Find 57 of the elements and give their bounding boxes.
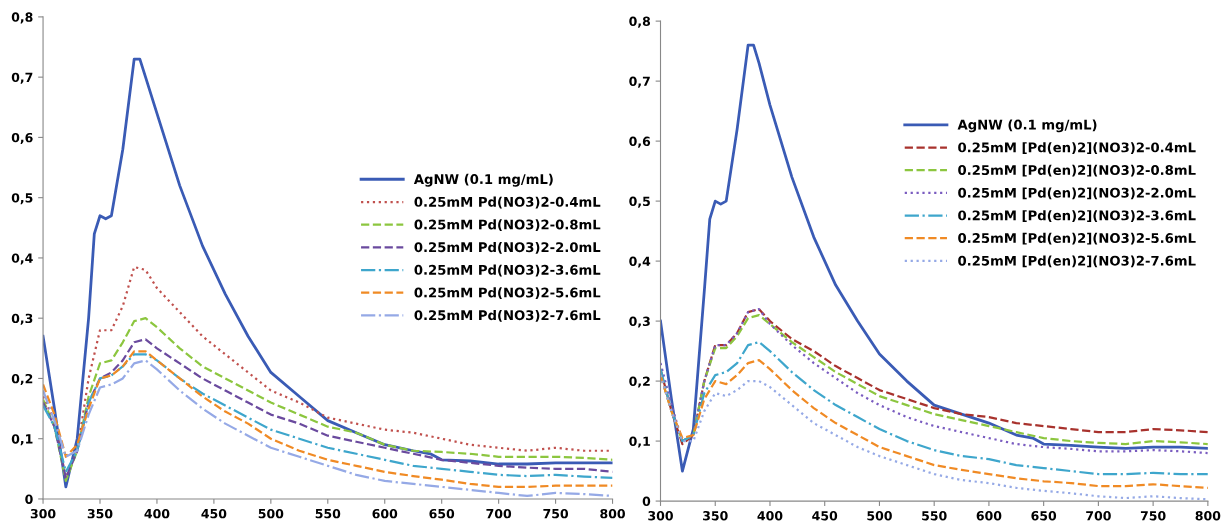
x-tick-label: 550 bbox=[922, 511, 947, 521]
line-series bbox=[660, 43, 1208, 473]
x-tick-label: 400 bbox=[144, 508, 170, 519]
x-tick-label: 700 bbox=[1086, 511, 1111, 521]
y-tick-label: 0,3 bbox=[629, 316, 650, 328]
line-series bbox=[660, 340, 1208, 476]
legend-label: 0.25mM Pd(NO3)2-7.6mL bbox=[414, 309, 601, 322]
x-tick-label: 450 bbox=[201, 508, 227, 519]
x-tick-label: 650 bbox=[1031, 511, 1057, 521]
legend-label: 0.25mM [Pd(en)2](NO3)2-0.8mL bbox=[958, 164, 1196, 177]
y-tick-label: 0,7 bbox=[629, 76, 650, 88]
legend-label: 0.25mM Pd(NO3)2-2.0mL bbox=[414, 241, 601, 254]
x-tick-label: 450 bbox=[812, 511, 838, 521]
y-tick-label: 0,2 bbox=[629, 376, 650, 388]
y-tick-label: 0,7 bbox=[11, 72, 33, 84]
y-tick-label: 0,2 bbox=[11, 373, 33, 385]
y-tick-label: 0,8 bbox=[629, 16, 651, 28]
y-tick-label: 0,3 bbox=[11, 313, 33, 325]
legend-label: 0.25mM [Pd(en)2](NO3)2-3.6mL bbox=[958, 210, 1196, 222]
legend-label: 0.25mM [Pd(en)2](NO3)2-0.4mL bbox=[958, 142, 1196, 154]
legend-label: 0.25mM Pd(NO3)2-0.8mL bbox=[414, 219, 601, 232]
x-tick-label: 350 bbox=[703, 511, 728, 521]
y-tick-label: 0,1 bbox=[11, 434, 33, 446]
legend-label: 0.25mM Pd(NO3)2-5.6mL bbox=[414, 287, 601, 300]
x-tick-label: 800 bbox=[600, 508, 625, 519]
legend-label: AgNW (0.1 mg/mL) bbox=[957, 119, 1097, 133]
x-tick-label: 300 bbox=[648, 511, 673, 521]
x-tick-label: 350 bbox=[87, 508, 113, 519]
y-tick-label: 0,1 bbox=[629, 436, 650, 448]
x-tick-label: 700 bbox=[486, 508, 512, 519]
x-tick-label: 550 bbox=[315, 508, 341, 519]
y-tick-label: 0,4 bbox=[629, 256, 651, 268]
y-tick-label: 0,5 bbox=[11, 193, 33, 205]
y-tick-label: 0,6 bbox=[11, 132, 33, 144]
x-tick-label: 600 bbox=[372, 508, 398, 519]
legend-label: 0.25mM [Pd(en)2](NO3)2-5.6mL bbox=[958, 232, 1196, 245]
y-tick-label: 0 bbox=[642, 496, 651, 506]
x-tick-label: 750 bbox=[1140, 511, 1166, 521]
x-tick-label: 750 bbox=[543, 508, 569, 519]
x-tick-label: 600 bbox=[976, 511, 1002, 521]
legend-label: 0.25mM [Pd(en)2](NO3)2-7.6mL bbox=[958, 255, 1196, 268]
x-tick-label: 500 bbox=[867, 511, 892, 521]
y-tick-label: 0,8 bbox=[11, 12, 33, 24]
x-tick-label: 650 bbox=[429, 508, 455, 519]
y-tick-label: 0,4 bbox=[11, 253, 33, 265]
y-tick-label: 0,5 bbox=[629, 196, 650, 208]
y-tick-label: 0,6 bbox=[629, 136, 651, 148]
legend-label: AgNW (0.1 mg/mL) bbox=[413, 173, 553, 187]
x-tick-label: 400 bbox=[757, 511, 783, 521]
x-tick-label: 800 bbox=[1195, 511, 1221, 521]
x-tick-label: 300 bbox=[30, 508, 56, 519]
y-tick-label: 0 bbox=[25, 494, 33, 504]
line-series bbox=[43, 57, 613, 489]
legend-label: 0.25mM [Pd(en)2](NO3)2-2.0mL bbox=[958, 187, 1196, 200]
legend-label: 0.25mM Pd(NO3)2-0.4mL bbox=[414, 196, 601, 209]
legend-label: 0.25mM Pd(NO3)2-3.6mL bbox=[414, 264, 601, 277]
x-tick-label: 500 bbox=[258, 508, 284, 519]
